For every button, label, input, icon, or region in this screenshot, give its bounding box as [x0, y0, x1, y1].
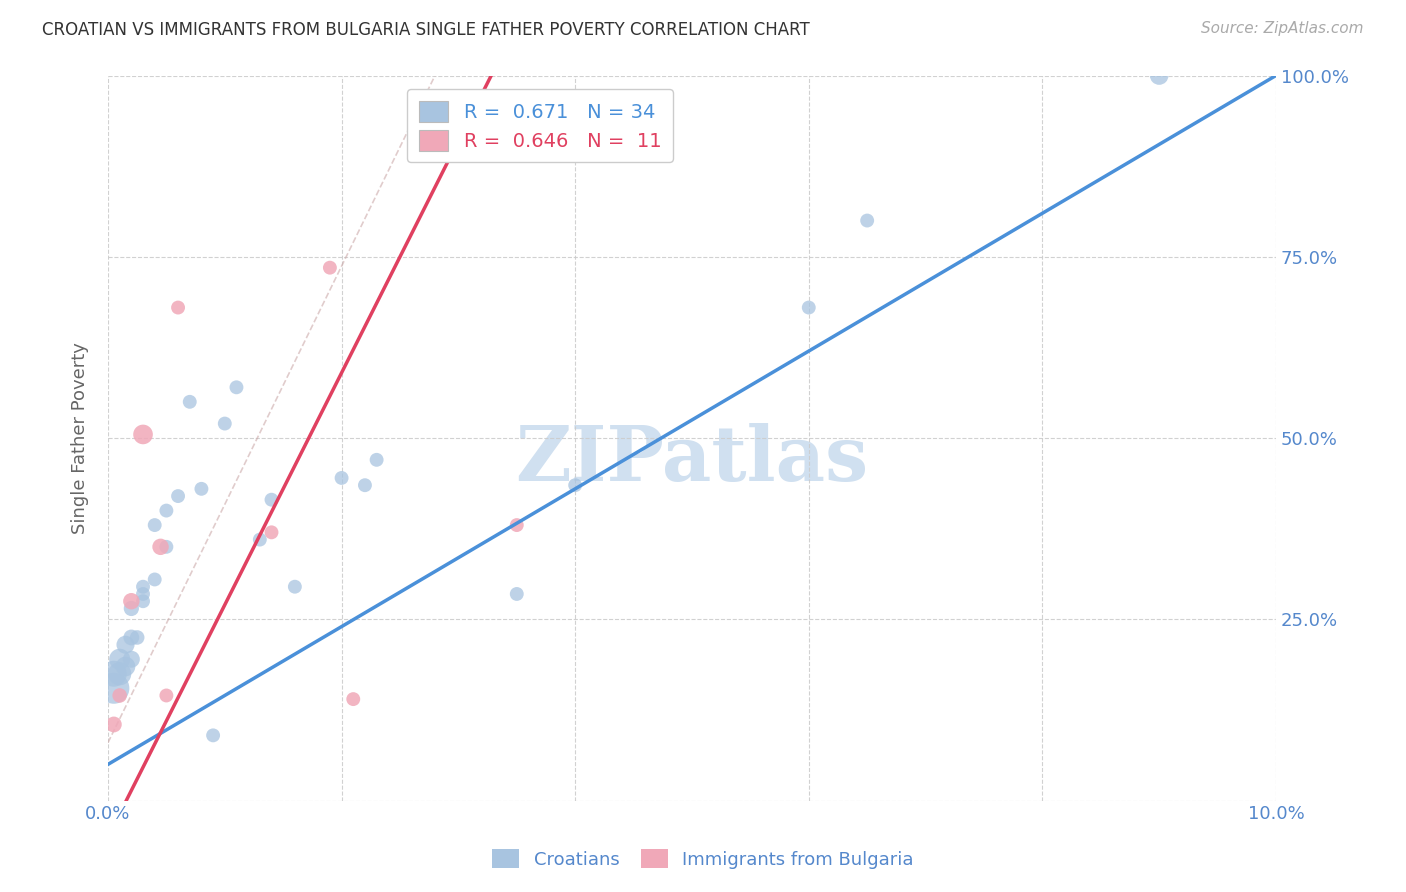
Point — [330, 471, 353, 485]
Point — [214, 417, 236, 431]
Point — [260, 525, 283, 540]
Y-axis label: Single Father Poverty: Single Father Poverty — [72, 343, 89, 534]
Point — [114, 638, 136, 652]
Point — [354, 478, 377, 492]
Point — [1147, 69, 1170, 83]
Point — [260, 492, 283, 507]
Point — [366, 452, 388, 467]
Point — [167, 301, 190, 315]
Point — [114, 659, 136, 673]
Point — [132, 427, 155, 442]
Point — [167, 489, 190, 503]
Point — [190, 482, 212, 496]
Point — [319, 260, 342, 275]
Text: CROATIAN VS IMMIGRANTS FROM BULGARIA SINGLE FATHER POVERTY CORRELATION CHART: CROATIAN VS IMMIGRANTS FROM BULGARIA SIN… — [42, 21, 810, 39]
Point — [225, 380, 247, 394]
Point — [132, 580, 155, 594]
Point — [797, 301, 820, 315]
Point — [120, 652, 142, 666]
Point — [506, 587, 529, 601]
Point — [103, 681, 125, 696]
Point — [249, 533, 271, 547]
Point — [120, 601, 142, 615]
Point — [202, 728, 225, 742]
Point — [108, 666, 131, 681]
Point — [155, 503, 177, 517]
Point — [506, 518, 529, 533]
Legend: R =  0.671   N = 34, R =  0.646   N =  11: R = 0.671 N = 34, R = 0.646 N = 11 — [408, 89, 673, 162]
Point — [179, 394, 201, 409]
Text: ZIPatlas: ZIPatlas — [516, 423, 869, 497]
Point — [120, 594, 142, 608]
Point — [284, 580, 307, 594]
Point — [132, 594, 155, 608]
Point — [143, 573, 166, 587]
Point — [108, 689, 131, 703]
Point — [564, 478, 586, 492]
Point — [103, 666, 125, 681]
Point — [143, 518, 166, 533]
Text: Source: ZipAtlas.com: Source: ZipAtlas.com — [1201, 21, 1364, 37]
Point — [342, 692, 364, 706]
Point — [103, 717, 125, 731]
Point — [149, 540, 172, 554]
Point — [856, 213, 879, 227]
Point — [120, 631, 142, 645]
Point — [108, 652, 131, 666]
Point — [155, 540, 177, 554]
Point — [132, 587, 155, 601]
Legend: Croatians, Immigrants from Bulgaria: Croatians, Immigrants from Bulgaria — [485, 841, 921, 876]
Point — [155, 689, 177, 703]
Point — [127, 631, 149, 645]
